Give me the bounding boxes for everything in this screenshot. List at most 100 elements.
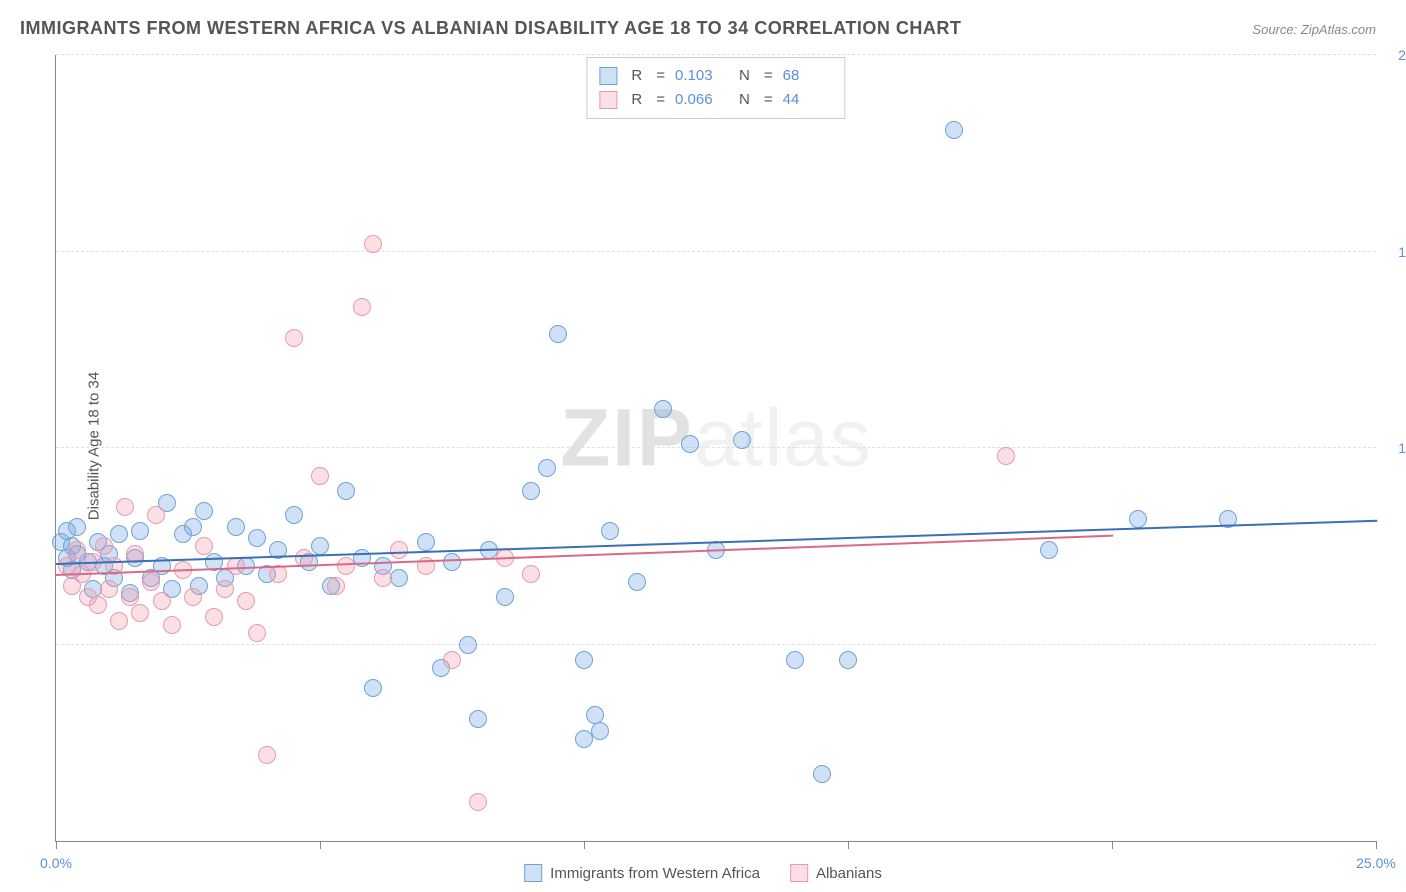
data-point <box>110 525 128 543</box>
legend-label-2: Albanians <box>816 865 882 882</box>
swatch-series2 <box>790 864 808 882</box>
legend-label-1: Immigrants from Western Africa <box>550 865 760 882</box>
n-value-1: 68 <box>783 64 833 88</box>
data-point <box>496 588 514 606</box>
data-point <box>131 604 149 622</box>
data-point <box>131 522 149 540</box>
r-value-2: 0.066 <box>675 88 725 112</box>
eq: = <box>764 64 773 88</box>
data-point <box>681 435 699 453</box>
data-point <box>538 459 556 477</box>
legend-item-1: Immigrants from Western Africa <box>524 864 760 882</box>
eq: = <box>656 64 665 88</box>
data-point <box>184 518 202 536</box>
data-point <box>227 518 245 536</box>
swatch-series1 <box>599 67 617 85</box>
r-label: R <box>631 88 642 112</box>
data-point <box>195 502 213 520</box>
x-tick <box>1112 841 1113 849</box>
x-tick <box>584 841 585 849</box>
data-point <box>311 467 329 485</box>
data-point <box>390 541 408 559</box>
data-point <box>184 588 202 606</box>
data-point <box>153 592 171 610</box>
watermark-atlas: atlas <box>694 392 872 486</box>
data-point <box>68 541 86 559</box>
data-point <box>110 612 128 630</box>
plot-canvas: Z IP atlas R = 0.103 N = 68 R = 0.066 N … <box>55 55 1376 842</box>
bottom-legend: Immigrants from Western Africa Albanians <box>524 864 882 882</box>
data-point <box>654 400 672 418</box>
data-point <box>459 636 477 654</box>
data-point <box>364 679 382 697</box>
y-tick-label: 20.0% <box>1398 47 1406 63</box>
data-point <box>1040 541 1058 559</box>
data-point <box>522 482 540 500</box>
data-point <box>469 710 487 728</box>
swatch-series1 <box>524 864 542 882</box>
source-attribution: Source: ZipAtlas.com <box>1252 22 1376 37</box>
data-point <box>258 746 276 764</box>
data-point <box>522 565 540 583</box>
data-point <box>469 793 487 811</box>
data-point <box>163 616 181 634</box>
data-point <box>227 557 245 575</box>
data-point <box>100 580 118 598</box>
data-point <box>116 498 134 516</box>
stat-legend: R = 0.103 N = 68 R = 0.066 N = 44 <box>586 57 845 119</box>
x-tick <box>56 841 57 849</box>
data-point <box>786 651 804 669</box>
eq: = <box>764 88 773 112</box>
x-tick-label: 0.0% <box>40 855 72 871</box>
data-point <box>327 577 345 595</box>
data-point <box>945 121 963 139</box>
n-value-2: 44 <box>783 88 833 112</box>
stat-row-series1: R = 0.103 N = 68 <box>599 64 832 88</box>
data-point <box>591 722 609 740</box>
data-point <box>248 529 266 547</box>
data-point <box>628 573 646 591</box>
data-point <box>311 537 329 555</box>
x-tick <box>320 841 321 849</box>
data-point <box>443 553 461 571</box>
source-name: ZipAtlas.com <box>1301 22 1376 37</box>
data-point <box>205 608 223 626</box>
data-point <box>997 447 1015 465</box>
x-tick-label: 25.0% <box>1356 855 1396 871</box>
data-point <box>216 580 234 598</box>
data-point <box>733 431 751 449</box>
data-point <box>443 651 461 669</box>
data-point <box>337 482 355 500</box>
data-point <box>285 506 303 524</box>
data-point <box>353 298 371 316</box>
gridline-h <box>56 54 1376 55</box>
r-value-1: 0.103 <box>675 64 725 88</box>
gridline-h <box>56 447 1376 448</box>
legend-item-2: Albanians <box>790 864 882 882</box>
x-tick <box>848 841 849 849</box>
data-point <box>147 506 165 524</box>
data-point <box>575 651 593 669</box>
data-point <box>374 569 392 587</box>
gridline-h <box>56 251 1376 252</box>
data-point <box>248 624 266 642</box>
r-label: R <box>631 64 642 88</box>
x-tick <box>1376 841 1377 849</box>
y-tick-label: 10.0% <box>1398 440 1406 456</box>
y-tick-label: 15.0% <box>1398 244 1406 260</box>
gridline-h <box>56 644 1376 645</box>
watermark-z: Z <box>560 392 612 486</box>
source-label: Source: <box>1252 22 1297 37</box>
data-point <box>68 518 86 536</box>
plot-area: Z IP atlas R = 0.103 N = 68 R = 0.066 N … <box>55 55 1376 842</box>
data-point <box>601 522 619 540</box>
chart-title: IMMIGRANTS FROM WESTERN AFRICA VS ALBANI… <box>20 18 961 39</box>
data-point <box>121 588 139 606</box>
data-point <box>237 592 255 610</box>
data-point <box>549 325 567 343</box>
n-label: N <box>739 88 750 112</box>
data-point <box>142 573 160 591</box>
stat-row-series2: R = 0.066 N = 44 <box>599 88 832 112</box>
data-point <box>390 569 408 587</box>
watermark: Z IP atlas <box>560 392 872 486</box>
